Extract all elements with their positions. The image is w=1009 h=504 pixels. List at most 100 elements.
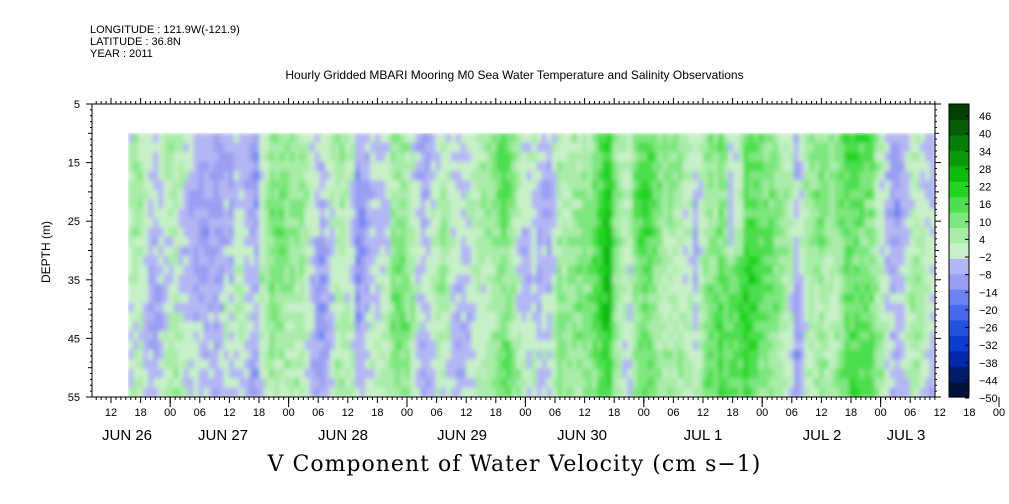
x-tick-label: 00	[874, 407, 886, 419]
heatmap-cell	[748, 274, 755, 285]
heatmap-cell	[546, 170, 553, 182]
heatmap-cell	[869, 199, 876, 210]
heatmap-cell	[682, 321, 689, 332]
heatmap-cell	[218, 387, 225, 397]
heatmap-cell	[839, 359, 846, 370]
heatmap-cell	[783, 331, 790, 342]
heatmap-cell	[143, 387, 149, 397]
heatmap-cell	[455, 199, 462, 210]
heatmap-cell	[728, 321, 735, 332]
heatmap-cell	[254, 265, 260, 276]
heatmap-cell	[203, 218, 210, 229]
heatmap-cell	[208, 180, 215, 191]
heatmap-cell	[602, 218, 608, 229]
heatmap-cell	[556, 359, 563, 370]
heatmap-cell	[354, 142, 361, 153]
heatmap-cell	[339, 274, 346, 285]
heatmap-cell	[158, 161, 165, 172]
heatmap-cell	[299, 227, 306, 238]
heatmap-cell	[259, 236, 265, 248]
heatmap-cell	[148, 255, 155, 266]
heatmap-cell	[677, 378, 684, 389]
heatmap-cell	[314, 189, 321, 201]
heatmap-cell	[516, 293, 523, 304]
heatmap-cell	[859, 199, 866, 210]
heatmap-cell	[218, 133, 225, 144]
heatmap-cell	[405, 387, 412, 397]
heatmap-cell	[178, 189, 185, 201]
heatmap-cell	[178, 349, 185, 361]
heatmap-cell	[143, 312, 149, 323]
heatmap-cell	[496, 227, 503, 238]
heatmap-cell	[208, 189, 215, 201]
heatmap-cell	[914, 236, 921, 248]
heatmap-cell	[511, 302, 518, 314]
heatmap-cell	[506, 283, 513, 295]
heatmap-cell	[612, 170, 619, 182]
heatmap-cell	[233, 142, 240, 153]
heatmap-cell	[470, 189, 477, 201]
heatmap-cell	[642, 387, 649, 397]
heatmap-cell	[571, 180, 578, 191]
heatmap-cell	[430, 142, 437, 153]
heatmap-cell	[778, 208, 785, 219]
heatmap-cell	[385, 283, 392, 295]
heatmap-cell	[193, 246, 200, 257]
heatmap-cell	[128, 274, 134, 285]
heatmap-cell	[919, 331, 926, 342]
heatmap-cell	[536, 349, 543, 361]
heatmap-cell	[158, 246, 165, 257]
heatmap-cell	[723, 283, 730, 295]
heatmap-cell	[834, 255, 840, 266]
heatmap-cell	[697, 236, 704, 248]
heatmap-cell	[138, 312, 144, 323]
heatmap-cell	[914, 359, 921, 370]
heatmap-cell	[233, 180, 240, 191]
heatmap-cell	[581, 283, 588, 295]
heatmap-cell	[365, 133, 371, 144]
heatmap-cell	[708, 218, 714, 229]
heatmap-cell	[334, 255, 341, 266]
heatmap-cell	[728, 255, 735, 266]
heatmap-cell	[516, 387, 523, 397]
heatmap-cell	[556, 199, 563, 210]
heatmap-cell	[435, 283, 442, 295]
heatmap-cell	[223, 368, 230, 379]
heatmap-cell	[738, 321, 745, 332]
heatmap-cell	[627, 161, 634, 172]
heatmap-cell	[309, 312, 316, 323]
heatmap-cell	[773, 340, 780, 351]
heatmap-cell	[450, 255, 457, 266]
heatmap-cell	[607, 246, 613, 257]
heatmap-cell	[576, 170, 583, 182]
heatmap-cell	[334, 265, 341, 276]
heatmap-cell	[440, 161, 447, 172]
heatmap-cell	[158, 321, 165, 332]
heatmap-cell	[506, 142, 513, 153]
heatmap-cell	[914, 142, 921, 153]
heatmap-cell	[632, 340, 639, 351]
heatmap-cell	[198, 255, 205, 266]
heatmap-cell	[753, 378, 760, 389]
heatmap-cell	[733, 208, 740, 219]
heatmap-cell	[556, 227, 563, 238]
heatmap-cell	[233, 331, 240, 342]
heatmap-cell	[692, 236, 699, 248]
heatmap-cell	[198, 368, 205, 379]
heatmap-cell	[849, 236, 856, 248]
heatmap-cell	[420, 199, 427, 210]
heatmap-cell	[445, 293, 452, 304]
heatmap-cell	[541, 142, 548, 153]
heatmap-cell	[733, 274, 740, 285]
heatmap-cell	[652, 340, 659, 351]
heatmap-cell	[874, 161, 881, 172]
heatmap-cell	[465, 227, 472, 238]
heatmap-cell	[455, 293, 462, 304]
heatmap-cell	[420, 255, 427, 266]
heatmap-cell	[798, 255, 805, 266]
heatmap-cell	[813, 142, 820, 153]
heatmap-cell	[491, 255, 497, 266]
heatmap-cell	[354, 199, 361, 210]
heatmap-cell	[309, 246, 316, 257]
heatmap-cell	[309, 274, 316, 285]
